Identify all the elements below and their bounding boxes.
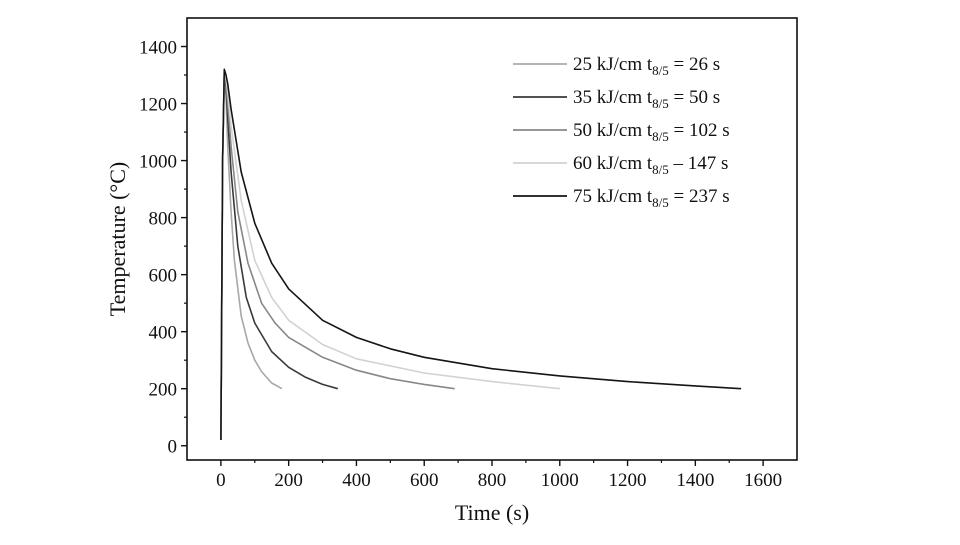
legend-value: = 50 s (669, 87, 720, 108)
x-tick-label: 800 (478, 470, 507, 491)
series-line-4 (220, 71, 560, 441)
y-tick-label: 200 (149, 380, 178, 401)
legend-entry: 35 kJ/cm t8/5 = 50 s (573, 87, 720, 111)
plot-frame (186, 17, 798, 461)
x-tick-label: 400 (342, 470, 371, 491)
y-tick-label: 0 (168, 437, 178, 458)
x-tick-label: 1600 (744, 470, 782, 491)
legend-entry: 50 kJ/cm t8/5 = 102 s (573, 120, 730, 144)
axis-ticks: 0 200 400 600 800 1000 1200 1400 1600 0 200 400 600 8… (139, 38, 782, 491)
series-group (220, 68, 742, 441)
legend-value: = 102 s (669, 120, 730, 141)
x-tick-label: 600 (410, 470, 439, 491)
series-line-5 (220, 68, 742, 441)
y-axis-title: Temperature (°C) (105, 162, 130, 316)
x-tick-label: 1200 (609, 470, 647, 491)
legend: 25 kJ/cm t8/5 = 26 s35 kJ/cm t8/5 = 50 s… (513, 54, 730, 210)
legend-subscript: 8/5 (652, 63, 669, 78)
legend-energy: 50 kJ/cm t (573, 120, 653, 141)
legend-subscript: 8/5 (652, 129, 669, 144)
y-tick-label: 800 (149, 209, 178, 230)
legend-energy: 75 kJ/cm t (573, 186, 653, 207)
legend-subscript: 8/5 (652, 96, 669, 111)
legend-subscript: 8/5 (652, 162, 669, 177)
y-tick-label: 1400 (139, 38, 177, 59)
series-line-3 (220, 71, 455, 441)
legend-entry: 25 kJ/cm t8/5 = 26 s (573, 54, 720, 78)
legend-value: – 147 s (669, 153, 729, 174)
legend-value: = 26 s (669, 54, 720, 75)
legend-energy: 25 kJ/cm t (573, 54, 653, 75)
x-tick-label: 1400 (676, 470, 714, 491)
legend-subscript: 8/5 (652, 195, 669, 210)
legend-value: = 237 s (669, 186, 730, 207)
legend-energy: 35 kJ/cm t (573, 87, 653, 108)
x-tick-label: 0 (216, 470, 226, 491)
x-tick-label: 200 (274, 470, 303, 491)
legend-entry: 75 kJ/cm t8/5 = 237 s (573, 186, 730, 210)
legend-energy: 60 kJ/cm t (573, 153, 653, 174)
x-axis-title: Time (s) (455, 500, 529, 525)
series-line-2 (220, 74, 339, 441)
y-tick-label: 400 (149, 323, 178, 344)
x-tick-label: 1000 (541, 470, 579, 491)
y-tick-label: 1000 (139, 152, 177, 173)
legend-entry: 60 kJ/cm t8/5 – 147 s (573, 153, 728, 177)
y-tick-label: 1200 (139, 95, 177, 116)
y-tick-label: 600 (149, 266, 178, 287)
